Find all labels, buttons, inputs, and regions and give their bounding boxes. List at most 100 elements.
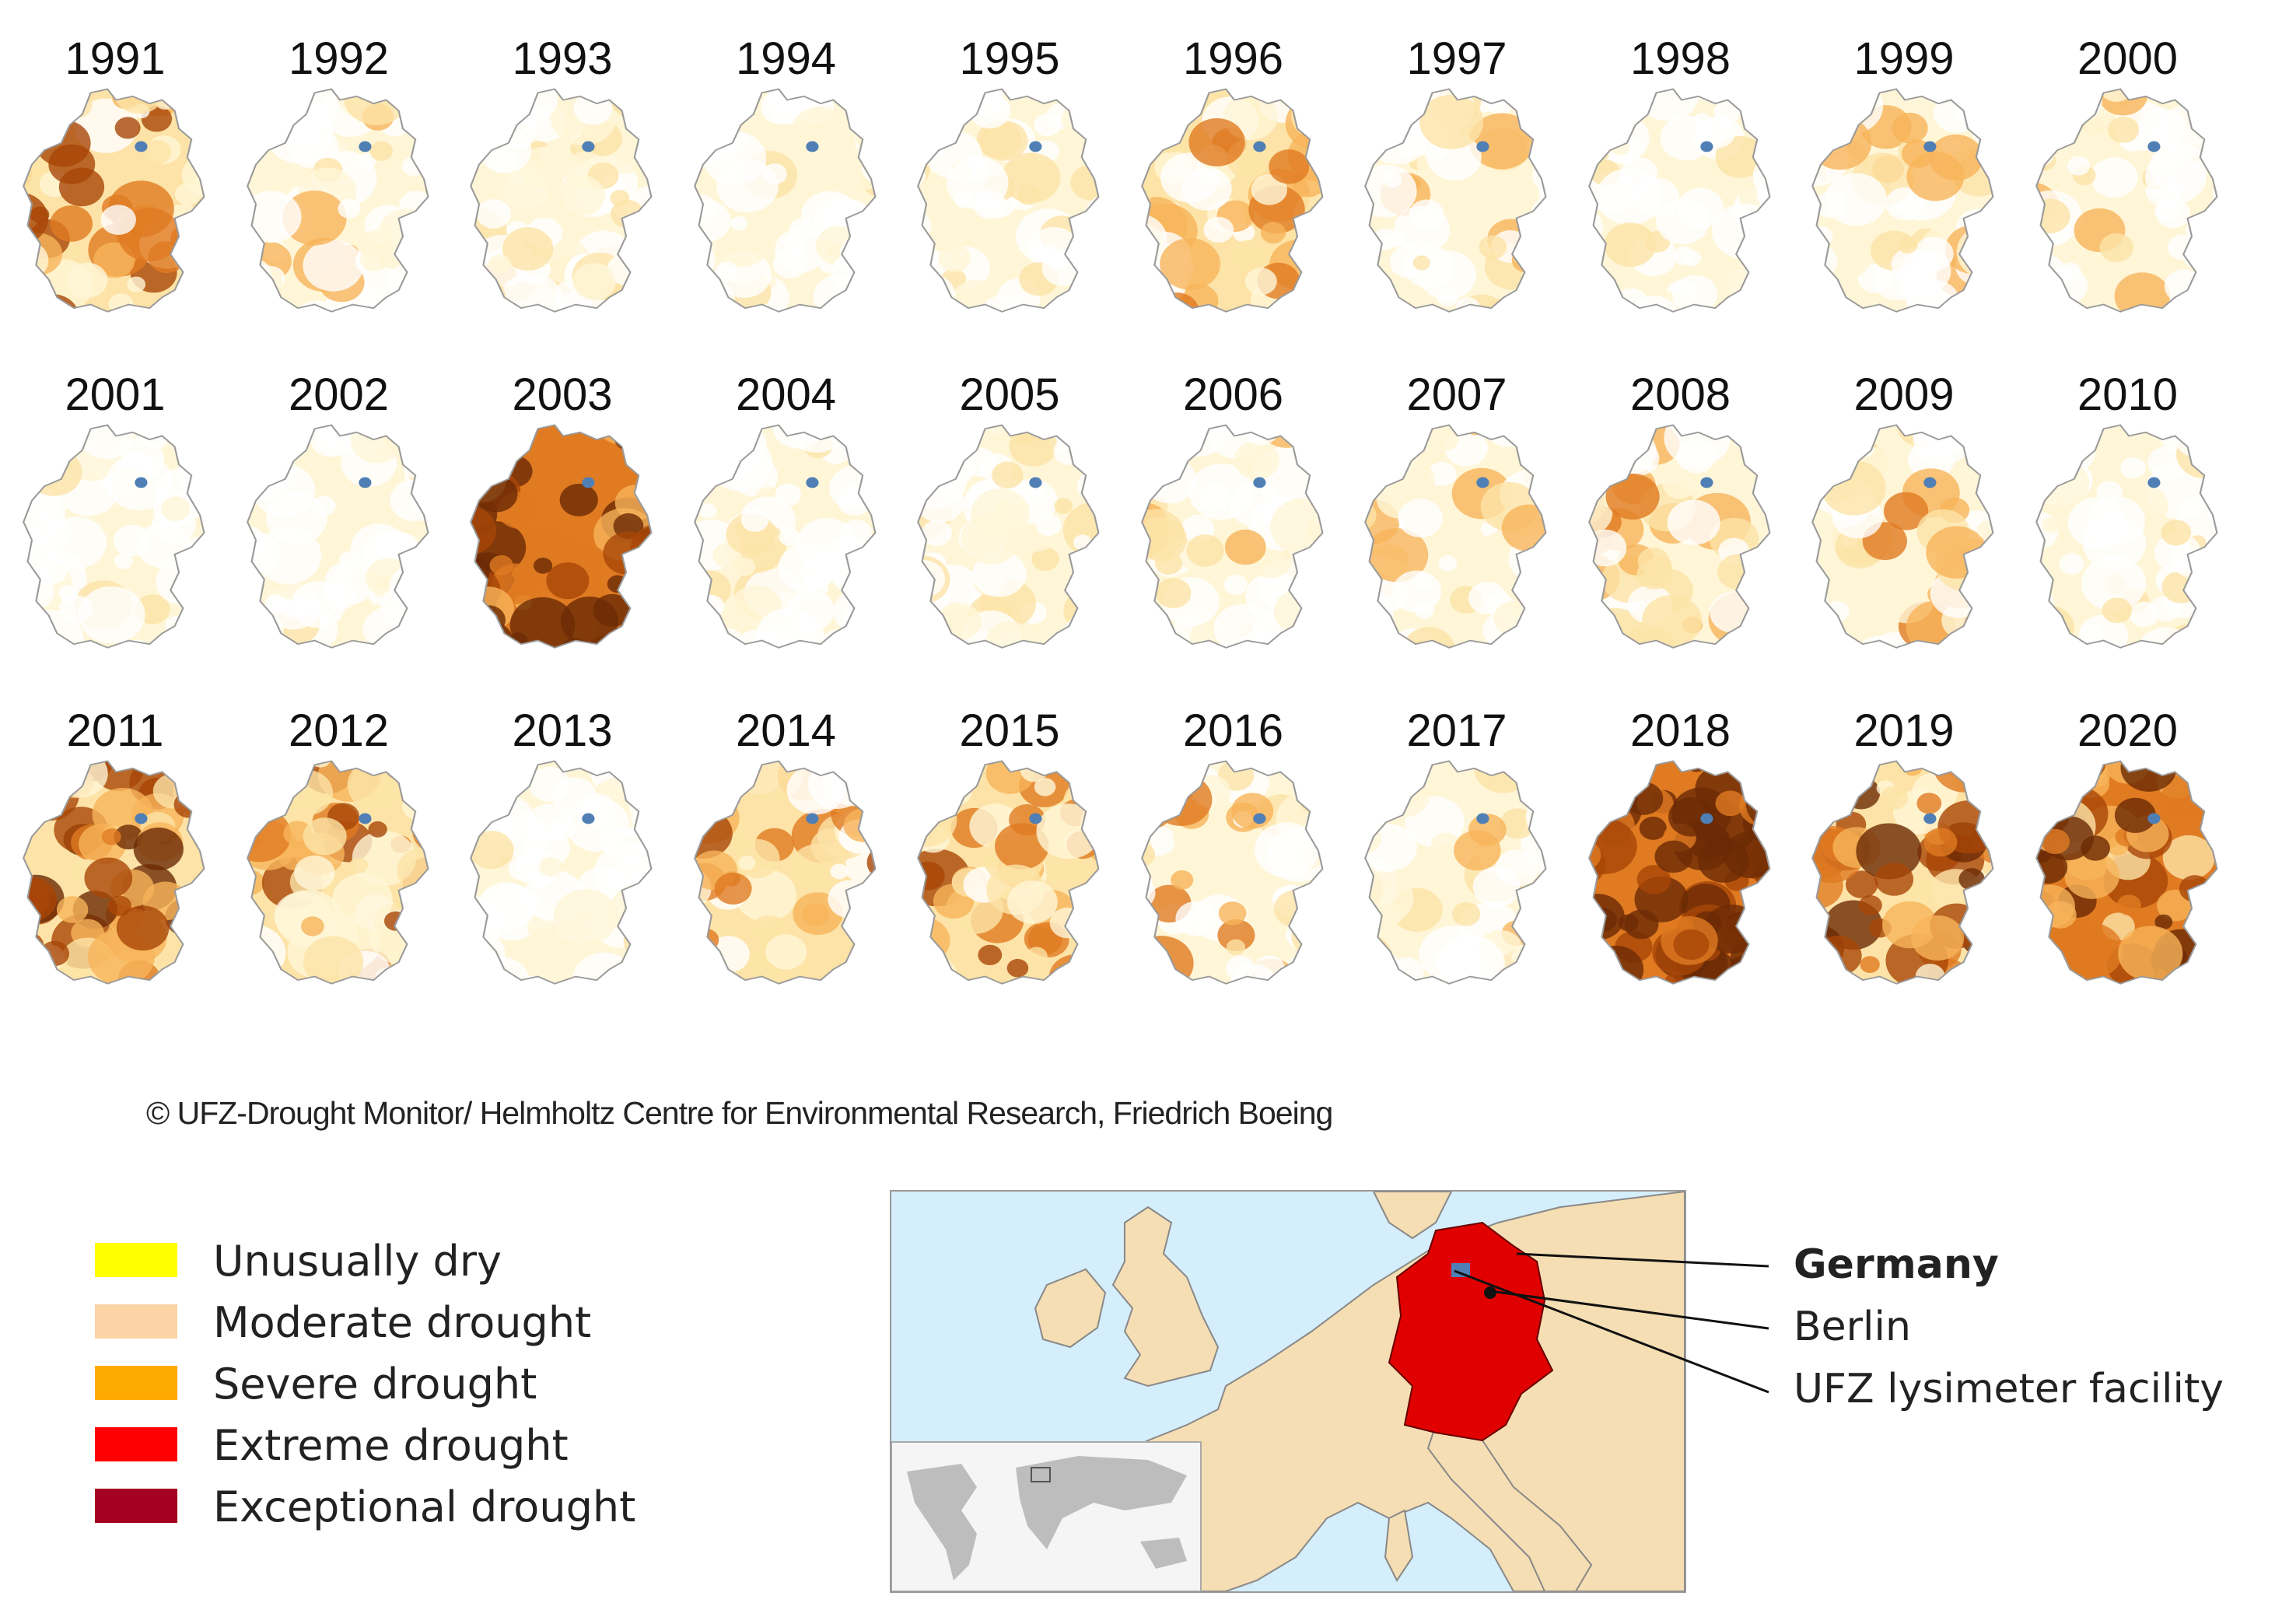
drought-map-2012 <box>235 758 445 991</box>
site-marker-icon <box>1252 477 1265 488</box>
year-label-2002: 2002 <box>288 369 390 420</box>
drought-map-2017 <box>1353 758 1563 991</box>
drought-map-2001 <box>11 422 221 655</box>
legend-swatch <box>95 1304 177 1339</box>
site-marker-icon <box>1476 813 1489 824</box>
year-label-2014: 2014 <box>735 705 837 756</box>
year-label-2010: 2010 <box>2077 369 2179 420</box>
legend-item: Severe drought <box>95 1360 795 1409</box>
site-marker-icon <box>135 813 148 824</box>
drought-map-1995 <box>905 86 1115 319</box>
legend-label: Severe drought <box>213 1360 537 1409</box>
site-marker-icon <box>2147 813 2160 824</box>
legend-label: Unusually dry <box>213 1237 502 1286</box>
site-marker-icon <box>1699 813 1713 824</box>
year-label-2003: 2003 <box>512 369 613 420</box>
year-label-2006: 2006 <box>1182 369 1284 420</box>
site-marker-icon <box>2147 477 2160 488</box>
drought-map-2018 <box>1577 758 1787 991</box>
world-inset-australia <box>1140 1538 1187 1569</box>
drought-map-2002 <box>235 422 445 655</box>
legend-label: Moderate drought <box>213 1298 592 1347</box>
year-label-2001: 2001 <box>65 369 166 420</box>
great-britain-shape <box>1111 1206 1220 1388</box>
year-label-1997: 1997 <box>1406 33 1507 84</box>
drought-map-1991 <box>11 86 221 319</box>
site-marker-icon <box>805 477 818 488</box>
site-marker-icon <box>1476 141 1489 152</box>
year-label-2018: 2018 <box>1629 705 1731 756</box>
year-label-2017: 2017 <box>1406 705 1507 756</box>
world-inset-americas <box>907 1464 977 1580</box>
legend-swatch <box>95 1366 177 1400</box>
drought-map-1997 <box>1353 86 1563 319</box>
ireland-shape <box>1034 1268 1107 1349</box>
drought-map-1992 <box>235 86 445 319</box>
year-label-1992: 1992 <box>288 33 390 84</box>
year-label-2019: 2019 <box>1853 705 1955 756</box>
site-marker-icon <box>582 477 595 488</box>
drought-map-2009 <box>1800 422 2010 655</box>
drought-map-2004 <box>682 422 892 655</box>
site-marker-icon <box>135 477 148 488</box>
year-label-2020: 2020 <box>2077 705 2179 756</box>
year-label-1996: 1996 <box>1182 33 1284 84</box>
drought-map-2000 <box>2024 86 2234 319</box>
legend-item: Moderate drought <box>95 1298 795 1347</box>
drought-map-2005 <box>905 422 1115 655</box>
year-label-2013: 2013 <box>512 705 613 756</box>
drought-map-1996 <box>1129 86 1339 319</box>
site-marker-icon <box>1923 141 1937 152</box>
drought-map-2015 <box>905 758 1115 991</box>
legend-label: Exceptional drought <box>213 1482 636 1531</box>
drought-map-grid: 1991 1992 1993 1994 1995 1996 1997 1998 1999 2000… <box>11 33 2234 991</box>
lysimeter-marker <box>1451 1263 1470 1277</box>
legend-swatch <box>95 1427 177 1461</box>
drought-map-1993 <box>458 86 668 319</box>
year-label-2011: 2011 <box>66 705 164 756</box>
year-label-1994: 1994 <box>735 33 837 84</box>
drought-map-2008 <box>1577 422 1787 655</box>
copyright-notice: © UFZ-Drought Monitor/ Helmholtz Centre … <box>146 1095 1333 1131</box>
site-marker-icon <box>582 813 595 824</box>
legend-item: Exceptional drought <box>95 1482 795 1531</box>
drought-map-2019 <box>1800 758 2010 991</box>
site-marker-icon <box>805 141 818 152</box>
site-marker-icon <box>1923 477 1937 488</box>
drought-map-2003 <box>458 422 668 655</box>
drought-map-2020 <box>2024 758 2234 991</box>
site-marker-icon <box>135 141 148 152</box>
drought-map-2006 <box>1129 422 1339 655</box>
year-label-2005: 2005 <box>959 369 1060 420</box>
site-marker-icon <box>1699 141 1713 152</box>
drought-map-1994 <box>682 86 892 319</box>
year-label-2016: 2016 <box>1182 705 1284 756</box>
year-label-2008: 2008 <box>1629 369 1731 420</box>
site-marker-icon <box>358 813 371 824</box>
site-marker-icon <box>2147 141 2160 152</box>
drought-map-2010 <box>2024 422 2234 655</box>
year-label-2000: 2000 <box>2077 33 2179 84</box>
berlin-callout-label: Berlin <box>1794 1304 1911 1350</box>
site-marker-icon <box>1923 813 1937 824</box>
site-marker-icon <box>1029 141 1042 152</box>
year-label-1998: 1998 <box>1629 33 1731 84</box>
corsica-sardinia-shape <box>1384 1509 1414 1582</box>
drought-map-2007 <box>1353 422 1563 655</box>
site-marker-icon <box>582 141 595 152</box>
europe-map <box>891 1192 1685 1591</box>
year-label-2009: 2009 <box>1853 369 1955 420</box>
drought-map-1999 <box>1800 86 2010 319</box>
site-marker-icon <box>1699 477 1713 488</box>
site-marker-icon <box>1476 477 1489 488</box>
legend-swatch <box>95 1243 177 1277</box>
scandinavia-shape <box>1372 1192 1453 1240</box>
world-inset-eurasia <box>1016 1456 1187 1549</box>
year-label-1995: 1995 <box>959 33 1060 84</box>
site-marker-icon <box>1252 813 1265 824</box>
site-marker-icon <box>1029 477 1042 488</box>
year-label-2004: 2004 <box>735 369 837 420</box>
legend-swatch <box>95 1489 177 1523</box>
drought-map-2013 <box>458 758 668 991</box>
site-marker-icon <box>1029 813 1042 824</box>
